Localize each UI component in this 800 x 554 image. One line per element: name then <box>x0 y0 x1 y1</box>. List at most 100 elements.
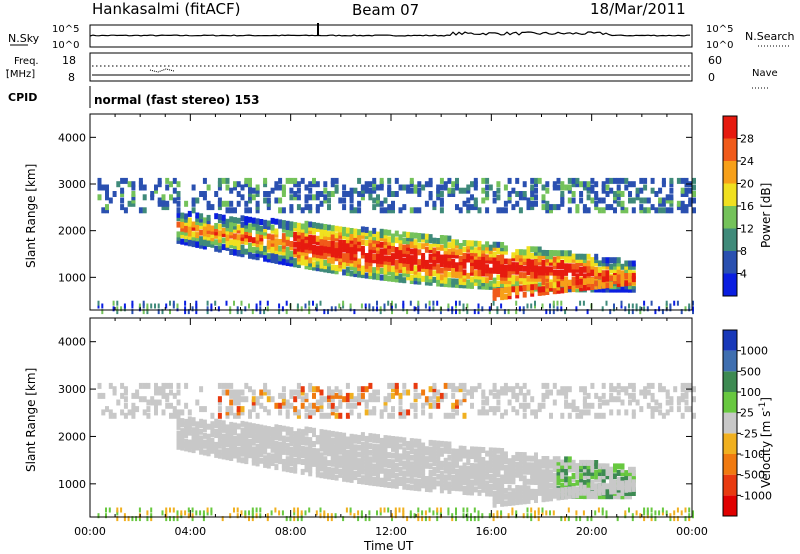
echo-cell <box>263 438 268 445</box>
echo-cell <box>628 309 630 315</box>
echo-cell <box>372 257 377 264</box>
echo-cell <box>409 474 414 481</box>
echo-cell <box>571 476 576 483</box>
echo-cell <box>511 204 516 211</box>
echo-cell <box>236 507 239 513</box>
echo-cell <box>669 187 674 194</box>
echo-cell <box>631 482 636 489</box>
echo-cell <box>398 276 403 283</box>
echo-cell <box>537 507 540 513</box>
echo-cell <box>394 507 397 513</box>
echo-cell <box>470 194 474 201</box>
echo-cell <box>338 389 343 396</box>
echo-cell <box>349 241 354 248</box>
echo-cell <box>692 396 696 403</box>
echo-cell <box>300 445 305 452</box>
echo-cell <box>199 213 204 220</box>
echo-cell <box>300 249 305 256</box>
echo-cell <box>97 194 102 201</box>
echo-cell <box>184 300 187 306</box>
echo-cell <box>334 448 339 455</box>
echo-cell <box>233 243 237 250</box>
echo-cell <box>210 232 215 238</box>
echo-cell <box>409 467 414 474</box>
echo-cell <box>184 226 189 233</box>
echo-cell <box>398 399 403 406</box>
echo-cell <box>360 475 365 482</box>
echo-cell <box>586 463 591 470</box>
echo-cell <box>360 458 365 465</box>
echo-cell <box>424 396 429 403</box>
echo-cell <box>274 464 279 471</box>
echo-cell <box>304 439 309 446</box>
echo-cell <box>432 263 437 270</box>
echo-cell <box>515 396 520 403</box>
echo-cell <box>518 191 523 197</box>
echo-cell <box>522 255 527 262</box>
echo-cell <box>383 396 388 403</box>
echo-cell <box>534 452 538 459</box>
echo-cell <box>225 434 230 441</box>
echo-cell <box>571 253 576 260</box>
echo-cell <box>349 306 352 312</box>
echo-cell <box>492 288 497 295</box>
echo-cell <box>266 389 271 396</box>
echo-cell <box>334 392 339 399</box>
echo-cell <box>244 396 249 403</box>
echo-cell <box>383 474 388 481</box>
echo-cell <box>308 237 313 244</box>
echo-cell <box>300 432 305 439</box>
echo-cell <box>462 262 467 269</box>
echo-cell <box>496 288 501 294</box>
echo-cell <box>150 396 155 403</box>
echo-cell <box>236 423 241 430</box>
echo-cell <box>413 471 418 478</box>
echo-cell <box>154 389 158 396</box>
echo-cell <box>263 245 268 252</box>
echo-cell <box>323 243 328 250</box>
echo-cell <box>451 191 456 197</box>
echo-cell <box>229 438 234 445</box>
echo-cell <box>233 439 237 446</box>
echo-cell <box>586 277 591 284</box>
echo-cell <box>165 513 168 519</box>
echo-cell <box>406 187 411 194</box>
echo-cell <box>281 252 286 259</box>
echo-cell <box>274 507 277 513</box>
echo-cell <box>274 430 279 437</box>
echo-cell <box>628 267 632 274</box>
echo-cell <box>503 500 508 507</box>
echo-cell <box>417 262 422 269</box>
echo-cell <box>560 487 565 494</box>
echo-cell <box>556 273 561 279</box>
echo-cell <box>357 191 362 197</box>
echo-cell <box>455 204 459 211</box>
echo-cell <box>387 262 392 269</box>
echo-cell <box>409 278 414 284</box>
echo-cell <box>379 251 384 258</box>
echo-cell <box>605 177 610 184</box>
echo-cell <box>451 474 456 481</box>
colorbar-segment <box>723 350 737 372</box>
echo-cell <box>266 233 271 240</box>
echo-cell <box>221 382 226 389</box>
echo-cell <box>357 268 362 275</box>
echo-cell <box>432 450 437 457</box>
echo-cell <box>545 250 550 256</box>
echo-cell <box>549 256 553 263</box>
echo-cell <box>285 456 290 463</box>
echo-cell <box>338 458 343 465</box>
echo-cell <box>300 389 305 396</box>
echo-cell <box>266 243 271 250</box>
echo-cell <box>462 303 465 309</box>
echo-cell <box>240 184 245 191</box>
echo-cell <box>364 256 369 263</box>
echo-cell <box>413 382 418 389</box>
echo-cell <box>263 252 268 259</box>
echo-cell <box>278 454 283 461</box>
echo-cell <box>406 241 411 248</box>
echo-cell <box>278 184 283 191</box>
echo-cell <box>552 479 557 486</box>
echo-cell <box>613 396 617 403</box>
echo-cell <box>217 236 222 243</box>
